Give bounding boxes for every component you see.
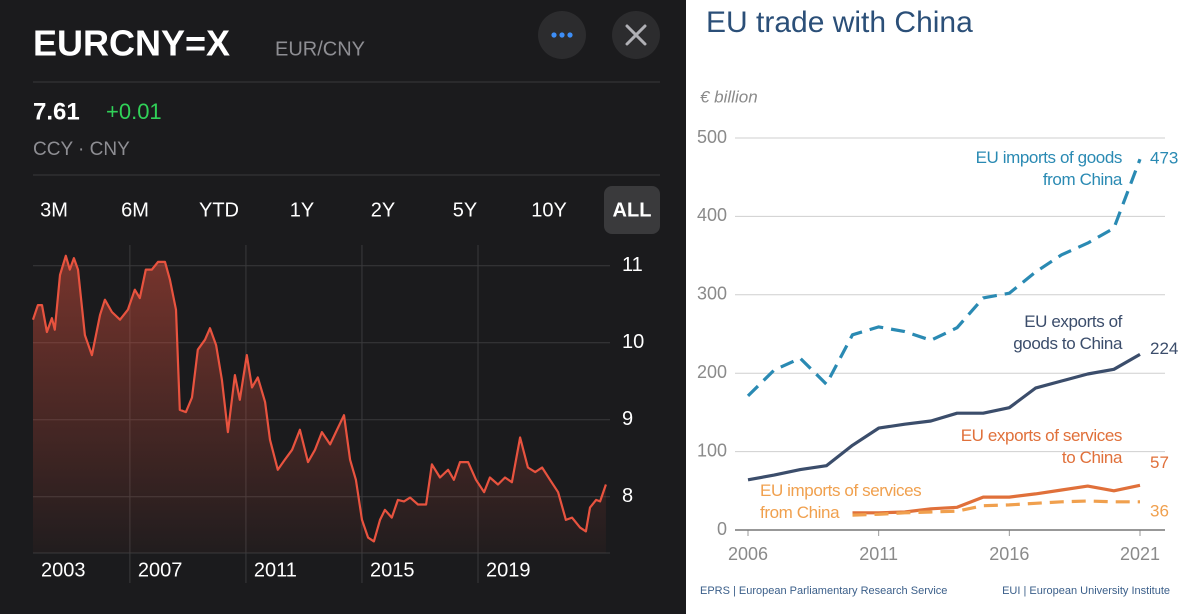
change: +0.01 (106, 99, 162, 124)
y-tick-label: 100 (697, 440, 727, 460)
x-tick-label: 2016 (989, 544, 1029, 564)
y-tick-label: 400 (697, 205, 727, 225)
end-label: 224 (1150, 339, 1178, 358)
x-tick-label: 2019 (486, 559, 531, 581)
symbol: EURCNY=X (33, 23, 230, 64)
range-button[interactable]: 10Y (531, 199, 567, 221)
end-label: 57 (1150, 453, 1169, 472)
range-selected (604, 186, 660, 234)
x-tick-label: 2015 (370, 559, 415, 581)
dot (551, 32, 557, 38)
line (852, 499, 1140, 517)
range-button[interactable]: 2Y (371, 199, 395, 221)
range-button[interactable]: 6M (121, 199, 149, 221)
source: EUI | European University Institute (1002, 585, 1170, 597)
dot (559, 32, 565, 38)
x-tick-label: 2006 (728, 544, 768, 564)
range-button[interactable]: 1Y (290, 199, 314, 221)
y-tick-label: 0 (717, 519, 727, 539)
end-label: 36 (1150, 501, 1169, 520)
x-tick-label: 2007 (138, 559, 183, 581)
close-icon (625, 24, 647, 46)
x-tick-label: 2011 (254, 559, 297, 581)
dot (567, 32, 573, 38)
y-tick-label: 10 (622, 331, 644, 353)
source: EPRS | European Parliamentary Research S… (700, 585, 947, 597)
x-tick-label: 2011 (859, 544, 898, 564)
range-button[interactable]: ALL (613, 199, 652, 221)
line (746, 158, 1142, 398)
y-tick-label: 500 (697, 127, 727, 147)
x-tick-label: 2021 (1120, 544, 1160, 564)
range-button[interactable]: 3M (40, 199, 68, 221)
y-tick-label: 11 (622, 254, 643, 276)
y-tick-label: 9 (622, 408, 633, 430)
line (747, 353, 1141, 482)
y-tick-label: 8 (622, 485, 633, 507)
series-label: EU imports of goods from China (975, 148, 1123, 189)
range-button[interactable]: 5Y (453, 199, 477, 221)
chart-title: EU trade with China (706, 6, 973, 39)
y-tick-label: 200 (697, 362, 727, 382)
pair: EUR/CNY (275, 38, 365, 60)
price: 7.61 (33, 98, 80, 125)
line (31, 254, 607, 543)
y-tick-label: 300 (697, 284, 727, 304)
series-label: EU exports of goods to China (1013, 312, 1122, 353)
x-tick-label: 2003 (41, 559, 86, 581)
series-label: EU exports of services to China (960, 426, 1123, 467)
y-axis-label: € billion (700, 87, 758, 106)
exchange: CCY · CNY (33, 139, 130, 160)
series-label: EU imports of services from China (760, 481, 922, 522)
range-button[interactable]: YTD (199, 199, 239, 221)
end-label: 473 (1150, 149, 1178, 168)
